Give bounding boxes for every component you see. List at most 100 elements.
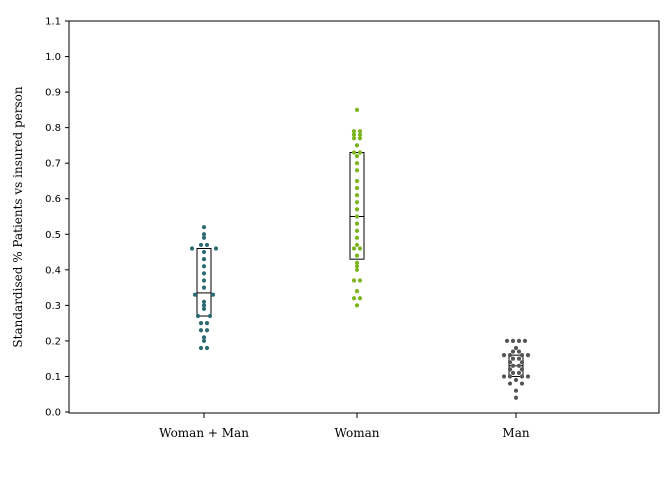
data-point (354, 143, 360, 148)
data-point (201, 335, 207, 340)
data-point (507, 360, 513, 365)
data-point (198, 328, 204, 333)
data-point (507, 367, 513, 372)
plot-frame (68, 20, 660, 414)
data-point (198, 345, 204, 351)
data-point (354, 178, 360, 184)
data-point (354, 303, 360, 308)
data-point (201, 278, 207, 283)
data-point (510, 349, 516, 354)
data-point (513, 395, 519, 400)
data-point (354, 200, 360, 205)
data-point (198, 242, 204, 248)
x-category-label: Woman (334, 426, 379, 440)
data-point (201, 271, 207, 276)
x-category-label: Woman + Man (159, 426, 249, 440)
data-point (510, 363, 516, 368)
data-point (354, 107, 360, 112)
data-point (204, 242, 210, 248)
data-point (192, 292, 198, 297)
data-point (207, 313, 213, 319)
data-point (351, 129, 357, 134)
data-point (354, 267, 360, 272)
box-1 (349, 152, 365, 260)
data-point (519, 381, 525, 386)
data-point (504, 338, 510, 344)
data-point (513, 388, 519, 393)
data-point (201, 306, 207, 312)
y-tick-label: 0.6 (45, 194, 61, 205)
data-point (201, 249, 207, 255)
y-tick-label: 0.3 (45, 301, 61, 312)
data-point (201, 338, 207, 344)
y-tick-label: 0.0 (45, 408, 61, 419)
y-axis-title: Standardised % Patients vs insured perso… (11, 86, 25, 347)
data-point (357, 132, 363, 137)
data-point (354, 260, 360, 265)
data-point (510, 370, 516, 375)
data-point (519, 360, 525, 365)
data-point (507, 381, 513, 386)
data-point (354, 242, 360, 248)
data-point (354, 253, 360, 258)
data-point (354, 221, 360, 226)
data-point (354, 228, 360, 233)
data-point (519, 367, 525, 372)
data-point (354, 264, 360, 269)
data-point (525, 374, 531, 379)
data-point (201, 285, 207, 290)
data-point (201, 299, 207, 304)
y-tick-label: 1.0 (45, 52, 61, 63)
data-point (351, 150, 357, 155)
data-point (516, 370, 522, 375)
data-point (210, 292, 216, 297)
data-point (354, 207, 360, 212)
data-point (354, 235, 360, 240)
y-tick-label: 0.4 (45, 265, 61, 276)
data-point (201, 303, 207, 308)
data-point (501, 374, 507, 379)
point-group (189, 107, 531, 400)
data-point (501, 353, 507, 358)
y-tick-label: 0.2 (45, 336, 61, 347)
y-tick-label: 0.5 (45, 230, 61, 241)
data-point (201, 235, 207, 240)
data-point (513, 345, 519, 351)
data-point (522, 338, 528, 344)
box-0 (196, 247, 212, 317)
data-point (204, 321, 210, 326)
data-point (354, 153, 360, 159)
y-tick-label: 0.8 (45, 123, 61, 134)
data-point (516, 363, 522, 368)
data-point (189, 246, 195, 251)
data-point (525, 353, 531, 358)
data-point (354, 214, 360, 219)
data-point (510, 356, 516, 361)
data-point (201, 232, 207, 237)
data-point (354, 193, 360, 198)
y-tick-label: 0.7 (45, 159, 61, 170)
x-category-label: Man (502, 426, 529, 440)
data-point (357, 136, 363, 141)
data-point (357, 278, 363, 283)
data-point (351, 278, 357, 283)
data-point (204, 328, 210, 333)
data-point (507, 353, 513, 358)
data-point (354, 161, 360, 166)
x-axis: Woman + Man Woman Man (159, 413, 530, 440)
data-point (213, 246, 219, 251)
data-point (516, 338, 522, 344)
data-point (516, 356, 522, 361)
data-point (195, 313, 201, 319)
data-point (519, 374, 525, 379)
data-point (513, 377, 519, 383)
y-axis: 0.0 0.1 0.2 0.3 0.4 0.5 0.6 0.7 0.8 0.9 1.0 1.1 (45, 17, 69, 419)
data-point (351, 296, 357, 301)
y-tick-label: 0.1 (45, 372, 61, 383)
data-point (354, 185, 360, 191)
y-tick-label: 1.1 (45, 17, 61, 28)
data-point (204, 345, 210, 351)
data-point (201, 225, 207, 230)
